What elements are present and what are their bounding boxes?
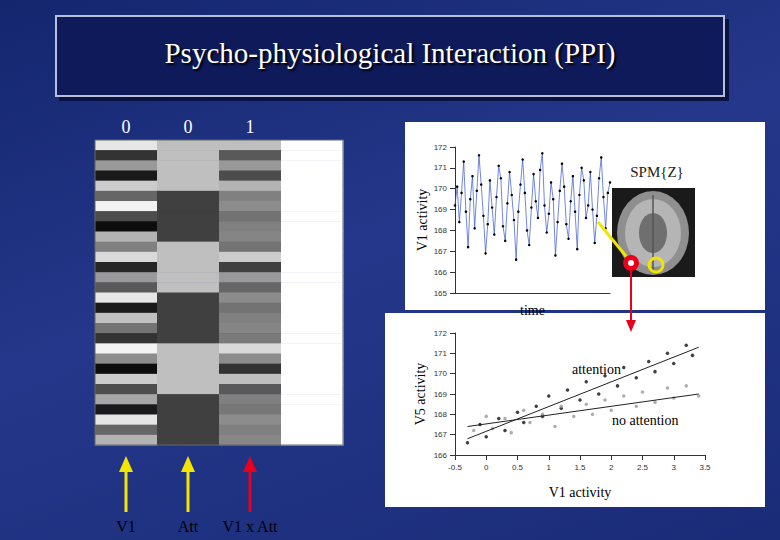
svg-text:0: 0 [122, 117, 131, 137]
svg-text:170: 170 [434, 369, 448, 378]
svg-text:attention: attention [572, 362, 621, 377]
svg-text:V5 activity: V5 activity [413, 363, 428, 426]
svg-text:V1: V1 [116, 518, 136, 535]
svg-text:V1 activity: V1 activity [415, 189, 430, 252]
svg-text:2: 2 [609, 463, 614, 472]
svg-text:0: 0 [484, 463, 489, 472]
svg-text:172: 172 [434, 329, 448, 338]
svg-text:-0.5: -0.5 [448, 463, 462, 472]
svg-text:167: 167 [434, 247, 448, 256]
svg-text:169: 169 [434, 205, 448, 214]
svg-text:SPM{Z}: SPM{Z} [630, 164, 684, 180]
svg-text:0: 0 [184, 117, 193, 137]
svg-text:171: 171 [434, 349, 448, 358]
svg-text:time: time [520, 303, 545, 318]
svg-text:172: 172 [434, 143, 448, 152]
svg-text:1: 1 [246, 117, 255, 137]
svg-text:165: 165 [434, 289, 448, 298]
svg-text:168: 168 [434, 226, 448, 235]
svg-text:V1 x Att: V1 x Att [222, 518, 278, 535]
svg-text:1: 1 [547, 463, 552, 472]
svg-text:3: 3 [672, 463, 677, 472]
svg-text:166: 166 [434, 268, 448, 277]
svg-text:166: 166 [434, 451, 448, 460]
svg-text:167: 167 [434, 430, 448, 439]
svg-text:3.5: 3.5 [699, 463, 711, 472]
svg-text:171: 171 [434, 163, 448, 172]
svg-text:1.5: 1.5 [574, 463, 586, 472]
svg-text:no attention: no attention [612, 413, 679, 428]
svg-text:0.5: 0.5 [512, 463, 524, 472]
svg-text:2.5: 2.5 [637, 463, 649, 472]
svg-text:170: 170 [434, 184, 448, 193]
svg-text:V1 activity: V1 activity [549, 485, 612, 500]
svg-text:168: 168 [434, 410, 448, 419]
svg-text:169: 169 [434, 390, 448, 399]
svg-text:Att: Att [178, 518, 199, 535]
html-text:Psycho-physiological Interacti: Psycho-physiological Interaction (PPI) [164, 37, 616, 69]
